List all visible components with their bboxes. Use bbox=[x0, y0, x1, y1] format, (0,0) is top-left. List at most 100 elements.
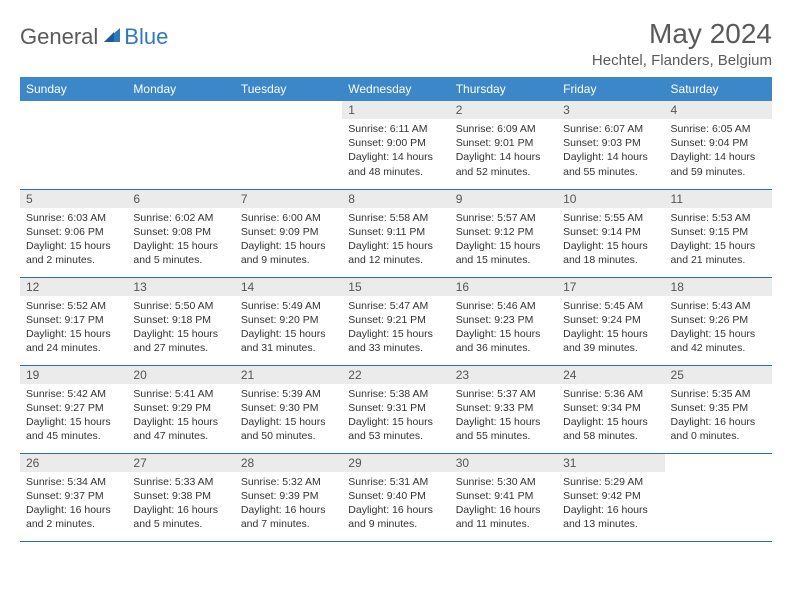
day-number: 7 bbox=[235, 190, 342, 208]
day-details: Sunrise: 5:32 AMSunset: 9:39 PMDaylight:… bbox=[235, 472, 342, 536]
daylight-line: Daylight: 15 hours and 47 minutes. bbox=[133, 415, 228, 443]
calendar-day-cell: 6Sunrise: 6:02 AMSunset: 9:08 PMDaylight… bbox=[127, 189, 234, 277]
sunrise-line: Sunrise: 6:11 AM bbox=[348, 122, 443, 136]
daylight-line: Daylight: 15 hours and 31 minutes. bbox=[241, 327, 336, 355]
calendar-day-cell: 18Sunrise: 5:43 AMSunset: 9:26 PMDayligh… bbox=[665, 277, 772, 365]
sunrise-line: Sunrise: 5:53 AM bbox=[671, 211, 766, 225]
day-details: Sunrise: 5:42 AMSunset: 9:27 PMDaylight:… bbox=[20, 384, 127, 448]
day-number: 14 bbox=[235, 278, 342, 296]
calendar-day-cell: 22Sunrise: 5:38 AMSunset: 9:31 PMDayligh… bbox=[342, 365, 449, 453]
calendar-day-cell: 15Sunrise: 5:47 AMSunset: 9:21 PMDayligh… bbox=[342, 277, 449, 365]
daylight-line: Daylight: 15 hours and 42 minutes. bbox=[671, 327, 766, 355]
sunrise-line: Sunrise: 6:09 AM bbox=[456, 122, 551, 136]
day-details: Sunrise: 5:46 AMSunset: 9:23 PMDaylight:… bbox=[450, 296, 557, 360]
day-number: 19 bbox=[20, 366, 127, 384]
calendar-week-row: 1Sunrise: 6:11 AMSunset: 9:00 PMDaylight… bbox=[20, 101, 772, 189]
calendar-day-cell: 1Sunrise: 6:11 AMSunset: 9:00 PMDaylight… bbox=[342, 101, 449, 189]
sunrise-line: Sunrise: 5:29 AM bbox=[563, 475, 658, 489]
daylight-line: Daylight: 16 hours and 9 minutes. bbox=[348, 503, 443, 531]
day-details: Sunrise: 5:58 AMSunset: 9:11 PMDaylight:… bbox=[342, 208, 449, 272]
daylight-line: Daylight: 15 hours and 2 minutes. bbox=[26, 239, 121, 267]
day-number: 16 bbox=[450, 278, 557, 296]
calendar-day-cell: 8Sunrise: 5:58 AMSunset: 9:11 PMDaylight… bbox=[342, 189, 449, 277]
sunrise-line: Sunrise: 5:41 AM bbox=[133, 387, 228, 401]
day-number: 13 bbox=[127, 278, 234, 296]
sunset-line: Sunset: 9:06 PM bbox=[26, 225, 121, 239]
calendar-day-cell: 28Sunrise: 5:32 AMSunset: 9:39 PMDayligh… bbox=[235, 453, 342, 541]
calendar-day-cell: 14Sunrise: 5:49 AMSunset: 9:20 PMDayligh… bbox=[235, 277, 342, 365]
daylight-line: Daylight: 15 hours and 5 minutes. bbox=[133, 239, 228, 267]
day-number: 18 bbox=[665, 278, 772, 296]
daylight-line: Daylight: 15 hours and 27 minutes. bbox=[133, 327, 228, 355]
day-details: Sunrise: 5:38 AMSunset: 9:31 PMDaylight:… bbox=[342, 384, 449, 448]
sunrise-line: Sunrise: 6:00 AM bbox=[241, 211, 336, 225]
sunrise-line: Sunrise: 5:35 AM bbox=[671, 387, 766, 401]
day-details: Sunrise: 6:05 AMSunset: 9:04 PMDaylight:… bbox=[665, 119, 772, 183]
sunrise-line: Sunrise: 5:30 AM bbox=[456, 475, 551, 489]
sunset-line: Sunset: 9:24 PM bbox=[563, 313, 658, 327]
sunrise-line: Sunrise: 5:33 AM bbox=[133, 475, 228, 489]
calendar-week-row: 26Sunrise: 5:34 AMSunset: 9:37 PMDayligh… bbox=[20, 453, 772, 541]
daylight-line: Daylight: 16 hours and 7 minutes. bbox=[241, 503, 336, 531]
logo: General Blue bbox=[20, 18, 168, 50]
sunset-line: Sunset: 9:01 PM bbox=[456, 136, 551, 150]
calendar-day-cell: 27Sunrise: 5:33 AMSunset: 9:38 PMDayligh… bbox=[127, 453, 234, 541]
sunset-line: Sunset: 9:40 PM bbox=[348, 489, 443, 503]
daylight-line: Daylight: 16 hours and 13 minutes. bbox=[563, 503, 658, 531]
sunset-line: Sunset: 9:20 PM bbox=[241, 313, 336, 327]
day-details: Sunrise: 5:29 AMSunset: 9:42 PMDaylight:… bbox=[557, 472, 664, 536]
day-details: Sunrise: 5:41 AMSunset: 9:29 PMDaylight:… bbox=[127, 384, 234, 448]
weekday-header: Sunday bbox=[20, 77, 127, 101]
daylight-line: Daylight: 15 hours and 50 minutes. bbox=[241, 415, 336, 443]
day-number: 31 bbox=[557, 454, 664, 472]
sunset-line: Sunset: 9:08 PM bbox=[133, 225, 228, 239]
calendar-day-cell: 2Sunrise: 6:09 AMSunset: 9:01 PMDaylight… bbox=[450, 101, 557, 189]
calendar-empty-cell bbox=[20, 101, 127, 189]
sunset-line: Sunset: 9:17 PM bbox=[26, 313, 121, 327]
sunrise-line: Sunrise: 5:52 AM bbox=[26, 299, 121, 313]
sunset-line: Sunset: 9:00 PM bbox=[348, 136, 443, 150]
sunset-line: Sunset: 9:34 PM bbox=[563, 401, 658, 415]
day-details: Sunrise: 5:31 AMSunset: 9:40 PMDaylight:… bbox=[342, 472, 449, 536]
weekday-header: Friday bbox=[557, 77, 664, 101]
daylight-line: Daylight: 15 hours and 33 minutes. bbox=[348, 327, 443, 355]
day-number: 6 bbox=[127, 190, 234, 208]
sunset-line: Sunset: 9:11 PM bbox=[348, 225, 443, 239]
day-number: 15 bbox=[342, 278, 449, 296]
day-details: Sunrise: 6:07 AMSunset: 9:03 PMDaylight:… bbox=[557, 119, 664, 183]
day-number: 20 bbox=[127, 366, 234, 384]
calendar-day-cell: 29Sunrise: 5:31 AMSunset: 9:40 PMDayligh… bbox=[342, 453, 449, 541]
day-details: Sunrise: 5:52 AMSunset: 9:17 PMDaylight:… bbox=[20, 296, 127, 360]
weekday-header: Wednesday bbox=[342, 77, 449, 101]
sunset-line: Sunset: 9:29 PM bbox=[133, 401, 228, 415]
sunset-line: Sunset: 9:31 PM bbox=[348, 401, 443, 415]
day-details: Sunrise: 5:47 AMSunset: 9:21 PMDaylight:… bbox=[342, 296, 449, 360]
sunset-line: Sunset: 9:12 PM bbox=[456, 225, 551, 239]
calendar-day-cell: 24Sunrise: 5:36 AMSunset: 9:34 PMDayligh… bbox=[557, 365, 664, 453]
day-number: 23 bbox=[450, 366, 557, 384]
sunset-line: Sunset: 9:42 PM bbox=[563, 489, 658, 503]
daylight-line: Daylight: 14 hours and 55 minutes. bbox=[563, 150, 658, 178]
day-number: 1 bbox=[342, 101, 449, 119]
day-number: 24 bbox=[557, 366, 664, 384]
day-details: Sunrise: 6:11 AMSunset: 9:00 PMDaylight:… bbox=[342, 119, 449, 183]
sunset-line: Sunset: 9:03 PM bbox=[563, 136, 658, 150]
day-number: 27 bbox=[127, 454, 234, 472]
daylight-line: Daylight: 15 hours and 9 minutes. bbox=[241, 239, 336, 267]
sunrise-line: Sunrise: 5:58 AM bbox=[348, 211, 443, 225]
sunrise-line: Sunrise: 5:37 AM bbox=[456, 387, 551, 401]
calendar-week-row: 5Sunrise: 6:03 AMSunset: 9:06 PMDaylight… bbox=[20, 189, 772, 277]
sunrise-line: Sunrise: 5:32 AM bbox=[241, 475, 336, 489]
daylight-line: Daylight: 15 hours and 55 minutes. bbox=[456, 415, 551, 443]
calendar-day-cell: 23Sunrise: 5:37 AMSunset: 9:33 PMDayligh… bbox=[450, 365, 557, 453]
calendar-day-cell: 13Sunrise: 5:50 AMSunset: 9:18 PMDayligh… bbox=[127, 277, 234, 365]
day-details: Sunrise: 5:39 AMSunset: 9:30 PMDaylight:… bbox=[235, 384, 342, 448]
calendar-empty-cell bbox=[665, 453, 772, 541]
day-details: Sunrise: 6:09 AMSunset: 9:01 PMDaylight:… bbox=[450, 119, 557, 183]
title-block: May 2024 Hechtel, Flanders, Belgium bbox=[592, 18, 772, 69]
month-title: May 2024 bbox=[592, 18, 772, 50]
day-number: 10 bbox=[557, 190, 664, 208]
calendar-day-cell: 16Sunrise: 5:46 AMSunset: 9:23 PMDayligh… bbox=[450, 277, 557, 365]
calendar-day-cell: 12Sunrise: 5:52 AMSunset: 9:17 PMDayligh… bbox=[20, 277, 127, 365]
calendar-empty-cell bbox=[235, 101, 342, 189]
